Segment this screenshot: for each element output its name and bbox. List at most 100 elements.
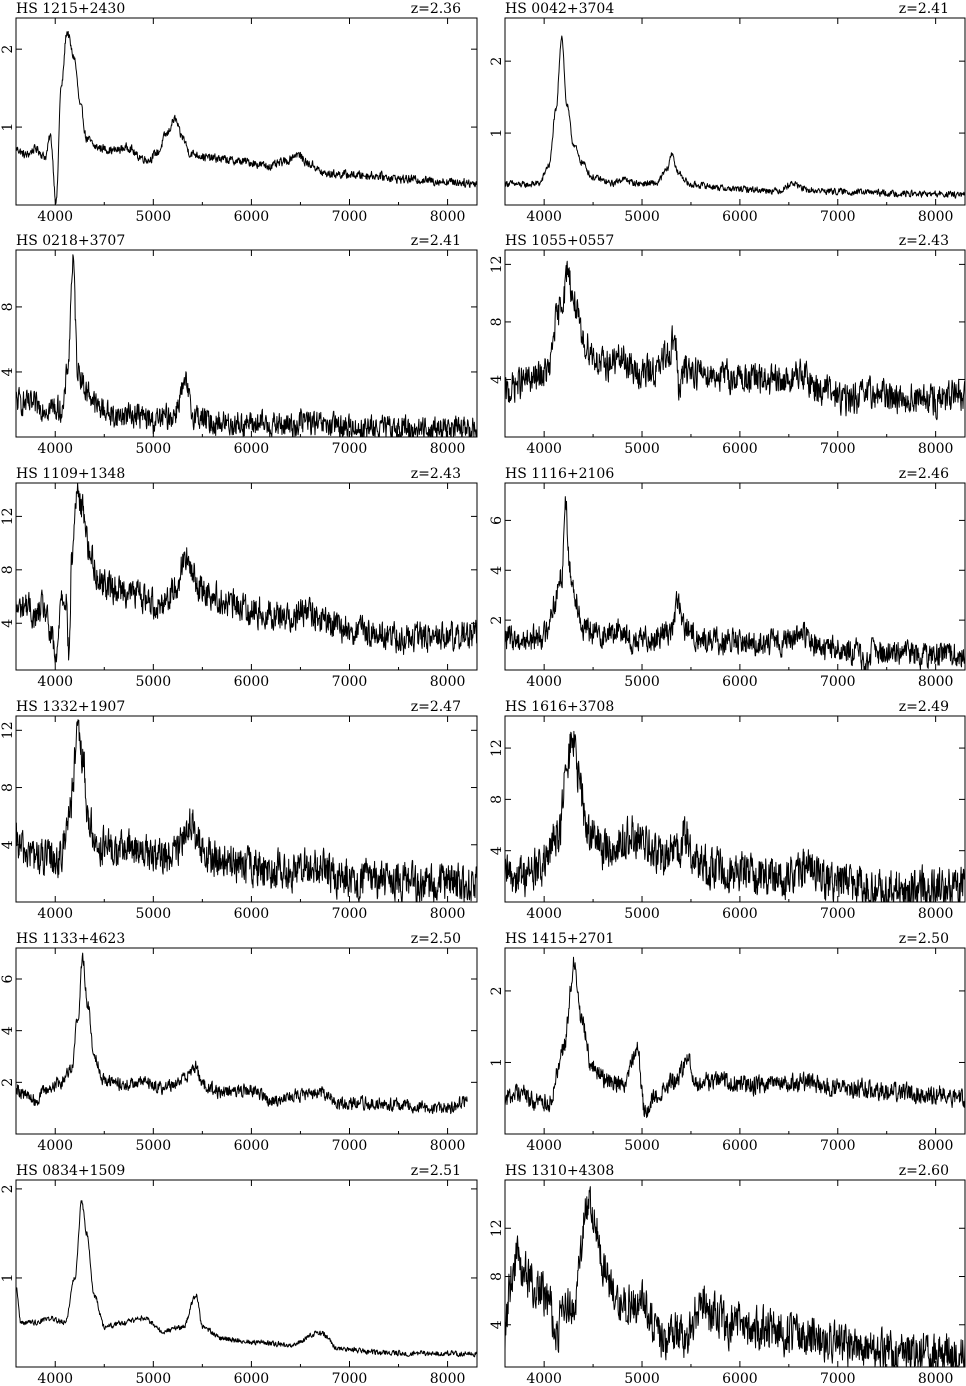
- redshift-label: z=2.36: [411, 1, 461, 17]
- y-tick-label: 8: [489, 795, 505, 804]
- spectrum-line: [504, 1186, 966, 1368]
- x-tick-label: 8000: [430, 441, 466, 457]
- y-tick-label: 6: [489, 516, 505, 525]
- x-tick-label: 4000: [37, 674, 73, 690]
- plot-frame: [15, 249, 478, 438]
- y-tick-label: 8: [0, 565, 16, 574]
- y-tick-label: 12: [489, 255, 505, 273]
- y-tick-label: 4: [0, 1026, 16, 1035]
- y-tick-label: 2: [0, 1184, 16, 1193]
- x-tick-label: 6000: [234, 441, 270, 457]
- spectrum-panel: HS 1415+2701 z=2.50 4000 5000 6000 7000 8000 1 2: [489, 931, 966, 1154]
- y-tick-label: 4: [0, 840, 16, 849]
- y-tick-label: 2: [489, 57, 505, 66]
- spectrum-panel: HS 1310+4308 z=2.60 4000 5000 6000 7000 8000 4 8…: [489, 1163, 966, 1386]
- x-tick-label: 6000: [234, 209, 270, 225]
- x-tick-label: 4000: [37, 441, 73, 457]
- x-tick-label: 8000: [918, 1138, 954, 1154]
- y-tick-label: 8: [489, 1272, 505, 1281]
- x-tick-label: 4000: [37, 1371, 73, 1386]
- redshift-label: z=2.47: [411, 699, 461, 715]
- x-tick-label: 5000: [624, 441, 660, 457]
- x-tick-label: 7000: [332, 906, 368, 922]
- redshift-label: z=2.41: [411, 233, 461, 249]
- y-tick-label: 12: [0, 721, 16, 739]
- x-tick-label: 4000: [526, 441, 562, 457]
- plot-frame: [504, 1179, 966, 1368]
- object-name: HS 0834+1509: [16, 1163, 125, 1179]
- x-tick-label: 8000: [918, 906, 954, 922]
- spectrum-line: [504, 730, 966, 903]
- spectrum-panel: HS 0042+3704 z=2.41 4000 5000 6000 7000 8000 1 2: [489, 1, 966, 225]
- object-name: HS 1616+3708: [505, 699, 614, 715]
- y-tick-label: 8: [0, 302, 16, 311]
- y-tick-label: 4: [489, 375, 505, 384]
- redshift-label: z=2.46: [899, 466, 949, 482]
- x-tick-label: 5000: [135, 441, 171, 457]
- x-tick-label: 6000: [722, 674, 758, 690]
- y-tick-label: 4: [489, 1320, 505, 1329]
- x-tick-label: 6000: [722, 1138, 758, 1154]
- spectrum-panel: HS 1116+2106 z=2.46 4000 5000 6000 7000 8000 2 4…: [489, 466, 966, 690]
- redshift-label: z=2.51: [411, 1163, 461, 1179]
- spectrum-line: [504, 496, 966, 671]
- plot-frame: [504, 482, 966, 671]
- x-tick-label: 7000: [332, 674, 368, 690]
- y-tick-label: 1: [0, 123, 16, 132]
- x-tick-label: 6000: [722, 441, 758, 457]
- object-name: HS 1310+4308: [505, 1163, 614, 1179]
- x-tick-label: 4000: [526, 906, 562, 922]
- object-name: HS 1133+4623: [16, 931, 125, 947]
- object-name: HS 1116+2106: [505, 466, 614, 482]
- x-tick-label: 8000: [430, 209, 466, 225]
- redshift-label: z=2.60: [899, 1163, 949, 1179]
- x-tick-label: 7000: [820, 906, 856, 922]
- x-tick-label: 5000: [624, 1371, 660, 1386]
- x-tick-label: 8000: [918, 674, 954, 690]
- x-tick-label: 8000: [430, 906, 466, 922]
- object-name: HS 1415+2701: [505, 931, 614, 947]
- spectrum-panel: HS 1332+1907 z=2.47 4000 5000 6000 7000 8000 4 8…: [0, 699, 478, 922]
- x-tick-label: 7000: [820, 1138, 856, 1154]
- x-tick-label: 5000: [624, 674, 660, 690]
- y-tick-label: 12: [0, 507, 16, 525]
- object-name: HS 0218+3707: [16, 233, 125, 249]
- x-tick-label: 7000: [820, 209, 856, 225]
- object-name: HS 0042+3704: [505, 1, 614, 17]
- spectrum-line: [15, 254, 478, 438]
- x-tick-label: 5000: [624, 906, 660, 922]
- x-tick-label: 8000: [430, 1138, 466, 1154]
- spectrum-panel: HS 0218+3707 z=2.41 4000 5000 6000 7000 8000 4 8: [0, 233, 478, 457]
- spectrum-line: [15, 31, 478, 205]
- plot-frame: [504, 947, 966, 1135]
- plot-frame: [504, 17, 966, 206]
- x-tick-label: 4000: [526, 209, 562, 225]
- x-tick-label: 8000: [430, 674, 466, 690]
- plot-frame: [15, 17, 478, 206]
- x-tick-label: 6000: [722, 209, 758, 225]
- spectrum-line: [15, 482, 478, 665]
- spectrum-panel: HS 1109+1348 z=2.43 4000 5000 6000 7000 8000 4 8…: [0, 466, 478, 690]
- y-tick-label: 12: [489, 739, 505, 757]
- y-tick-label: 4: [0, 619, 16, 628]
- redshift-label: z=2.49: [899, 699, 949, 715]
- plot-frame: [15, 715, 478, 903]
- y-tick-label: 6: [0, 974, 16, 983]
- x-tick-label: 6000: [234, 1138, 270, 1154]
- x-tick-label: 4000: [526, 1138, 562, 1154]
- spectrum-line: [15, 1200, 478, 1358]
- x-tick-label: 8000: [918, 209, 954, 225]
- object-name: HS 1055+0557: [505, 233, 614, 249]
- x-tick-label: 7000: [820, 1371, 856, 1386]
- x-tick-label: 4000: [37, 906, 73, 922]
- object-name: HS 1215+2430: [16, 1, 125, 17]
- redshift-label: z=2.41: [899, 1, 949, 17]
- object-name: HS 1109+1348: [16, 466, 125, 482]
- x-tick-label: 7000: [820, 674, 856, 690]
- spectrum-panel: HS 1616+3708 z=2.49 4000 5000 6000 7000 8000 4 8…: [489, 699, 966, 922]
- x-tick-label: 7000: [332, 1138, 368, 1154]
- redshift-label: z=2.50: [899, 931, 949, 947]
- spectrum-line: [504, 260, 966, 421]
- x-tick-label: 5000: [135, 209, 171, 225]
